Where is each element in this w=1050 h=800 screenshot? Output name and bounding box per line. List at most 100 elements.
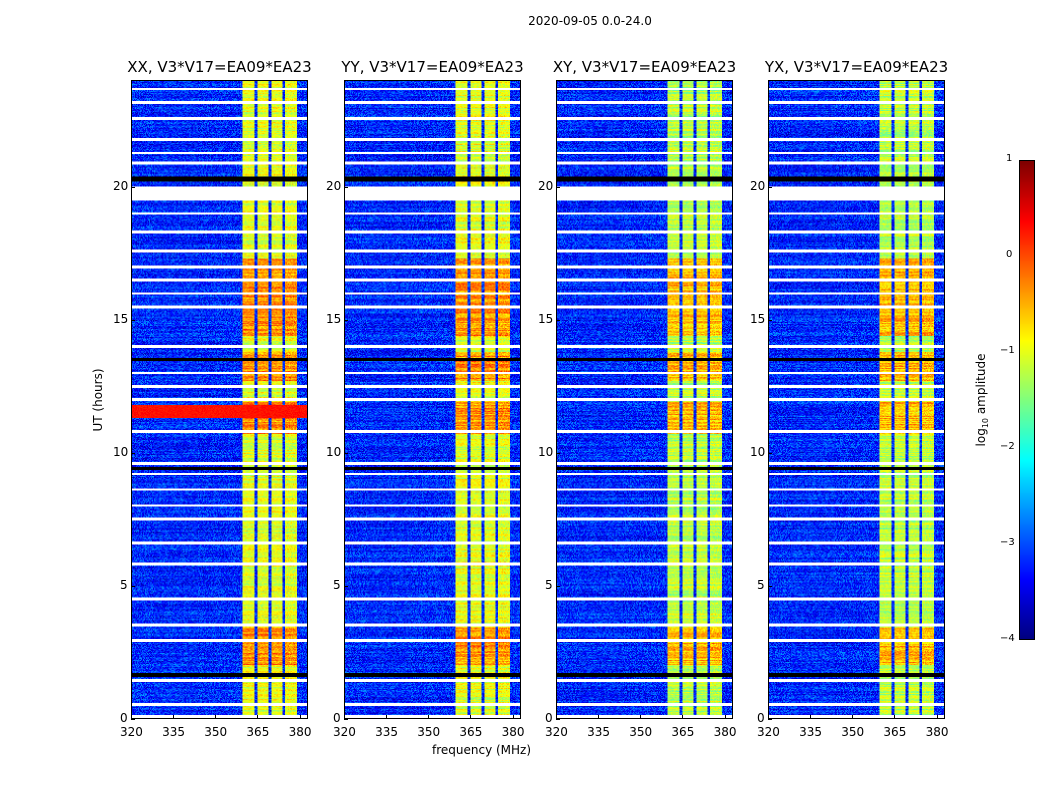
panel-title: YX, V3*V17=EA09*EA23 (764, 58, 949, 76)
x-tick (768, 715, 769, 719)
y-tick (344, 585, 348, 587)
y-tick (768, 585, 772, 587)
y-tick-label: 20 (750, 178, 766, 193)
y-tick (344, 719, 348, 720)
x-tick (852, 715, 854, 719)
colorbar-tick-label: −1 (1000, 345, 1015, 356)
y-tick-label: 5 (757, 577, 765, 592)
colorbar-tick-label: −4 (1000, 633, 1015, 644)
y-tick-label: 10 (750, 444, 766, 459)
x-tick (257, 715, 259, 719)
panel-title: YY, V3*V17=EA09*EA23 (341, 58, 524, 76)
x-tick (936, 715, 938, 719)
y-tick (768, 319, 772, 321)
colorbar-label: log10 amplitude (973, 353, 991, 447)
heatmap-panel (344, 80, 521, 719)
y-tick (131, 719, 135, 720)
heatmap-panel (131, 80, 308, 719)
x-tick (386, 715, 388, 719)
x-tick (428, 715, 430, 719)
x-tick-label: 320 (545, 725, 568, 739)
panel-title: XY, V3*V17=EA09*EA23 (552, 58, 737, 76)
x-tick (640, 715, 642, 719)
x-tick-label: 350 (629, 725, 653, 739)
colorbar-tick-label: −3 (1000, 537, 1015, 548)
y-tick (344, 452, 348, 454)
y-tick (131, 319, 135, 321)
y-tick-label: 0 (120, 711, 128, 725)
colorbar-tick-label: 0 (1006, 249, 1013, 260)
y-tick (131, 186, 135, 188)
y-tick (556, 585, 560, 587)
x-tick-label: 335 (799, 725, 823, 739)
y-tick-label: 20 (538, 178, 554, 193)
x-tick-label: 380 (925, 725, 949, 739)
y-tick-label: 5 (120, 577, 128, 592)
x-tick-label: 335 (162, 725, 186, 739)
x-tick-label: 320 (120, 725, 143, 739)
x-tick (299, 715, 301, 719)
x-tick-label: 350 (417, 725, 441, 739)
y-tick (556, 452, 560, 454)
y-tick-label: 0 (333, 711, 341, 725)
y-tick-label: 20 (113, 178, 129, 193)
y-tick (556, 719, 560, 720)
colorbar (1019, 160, 1035, 640)
x-tick (131, 715, 132, 719)
heatmap-image (769, 81, 944, 718)
y-tick-label: 0 (757, 711, 765, 725)
x-tick (470, 715, 472, 719)
x-tick-label: 380 (713, 725, 737, 739)
y-tick-label: 0 (545, 711, 553, 725)
y-tick (344, 319, 348, 321)
colorbar-tick-label: 1 (1006, 153, 1013, 164)
x-tick (512, 715, 514, 719)
x-tick-label: 365 (671, 725, 695, 739)
x-tick (894, 715, 896, 719)
heatmap-image (132, 81, 307, 718)
y-axis-label: UT (hours) (91, 368, 105, 432)
y-tick-label: 10 (326, 444, 342, 459)
colorbar-tick-label: −2 (1000, 441, 1015, 452)
heatmap-image (557, 81, 732, 718)
y-tick (768, 719, 772, 720)
y-tick (556, 319, 560, 321)
y-tick-label: 10 (113, 444, 129, 459)
x-tick-label: 335 (375, 725, 399, 739)
y-tick (768, 186, 772, 188)
x-tick-label: 365 (459, 725, 483, 739)
x-tick (173, 715, 175, 719)
x-tick (215, 715, 217, 719)
x-tick-label: 380 (288, 725, 312, 739)
y-tick-label: 15 (750, 311, 766, 326)
y-tick (131, 452, 135, 454)
y-tick-label: 15 (113, 311, 129, 326)
y-tick (131, 585, 135, 587)
y-tick-label: 10 (538, 444, 554, 459)
x-tick-label: 380 (501, 725, 525, 739)
x-tick-label: 365 (883, 725, 907, 739)
y-tick-label: 5 (333, 577, 341, 592)
y-tick-label: 15 (538, 311, 554, 326)
y-tick (556, 186, 560, 188)
x-tick (344, 715, 345, 719)
x-tick (556, 715, 557, 719)
heatmap-image (345, 81, 520, 718)
x-tick-label: 320 (757, 725, 780, 739)
y-tick-label: 20 (326, 178, 342, 193)
x-tick (810, 715, 812, 719)
x-tick (598, 715, 600, 719)
y-tick-label: 15 (326, 311, 342, 326)
x-tick (724, 715, 726, 719)
figure-title: 2020-09-05 0.0-24.0 (528, 14, 652, 28)
y-tick (344, 186, 348, 188)
x-tick-label: 350 (841, 725, 865, 739)
y-tick-label: 5 (545, 577, 553, 592)
heatmap-panel (768, 80, 945, 719)
heatmap-panel (556, 80, 733, 719)
panel-title: XX, V3*V17=EA09*EA23 (127, 58, 312, 76)
x-tick-label: 335 (587, 725, 611, 739)
x-tick-label: 320 (333, 725, 356, 739)
x-tick-label: 350 (204, 725, 228, 739)
